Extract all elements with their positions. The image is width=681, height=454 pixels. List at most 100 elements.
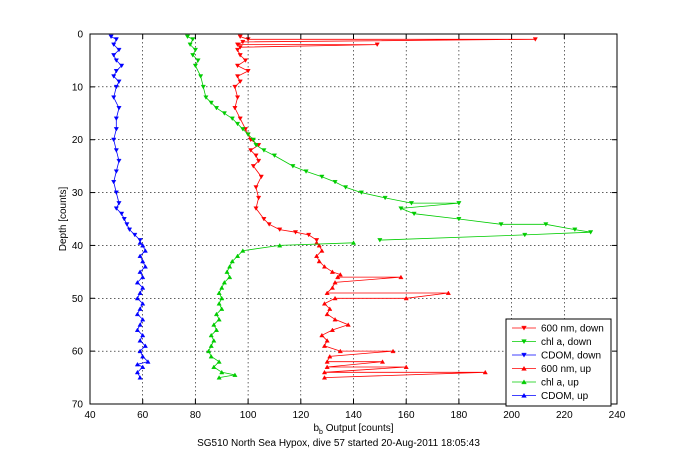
ticks: 40 60 80 100 120 140 160 180 200 220 240 0 10 20 30 40 5… [72,30,626,422]
data-point [332,317,338,322]
data-point [190,37,196,42]
data-point [456,217,462,222]
data-point [237,53,243,58]
data-point [350,240,357,245]
data-point [184,34,191,40]
data-point [140,354,146,359]
data-point [190,53,196,58]
legend-marker [521,352,527,358]
data-point [219,285,225,290]
chart-caption: SG510 North Sea Hypox, dive 57 started 2… [197,438,480,449]
data-point [203,95,209,100]
data-point [321,301,328,306]
data-point [321,343,328,348]
data-point [398,274,404,280]
data-point [134,311,140,317]
data-point [277,243,283,248]
data-point [261,148,267,153]
data-point [140,364,146,369]
data-point [216,290,222,295]
data-point [113,127,119,132]
data-point [140,274,146,280]
data-point [242,58,249,63]
data-point [140,301,146,306]
x-tick-label: 80 [190,410,202,421]
series-line [208,242,354,378]
data-point [192,63,198,69]
data-point [345,322,351,327]
data-point [321,375,328,380]
data-point [327,306,333,311]
legend-label: CDOM, down [541,351,601,362]
data-point [248,148,254,153]
data-point [113,58,119,63]
data-point [137,375,143,380]
data-point [374,42,380,47]
legend-marker [521,365,527,371]
data-point [137,238,143,243]
data-point [137,240,143,245]
data-point [213,327,220,332]
legend-box [505,318,612,407]
y-tick-label: 10 [72,82,84,93]
data-point [237,116,243,121]
data-point [229,116,235,121]
data-point [213,106,220,111]
data-point [332,180,338,185]
legend-label: CDOM, up [541,391,589,402]
data-point [116,158,122,164]
data-point [237,45,243,50]
legend-label: 600 nm, down [541,324,604,335]
data-point [379,359,386,364]
data-point [316,243,322,248]
data-point [116,79,122,84]
data-point [522,232,528,238]
data-point [253,153,259,158]
y-tick-label: 70 [72,400,84,411]
legend-label: chl a, down [541,337,592,348]
data-point [253,206,259,211]
data-point [198,74,204,79]
data-point [292,230,299,235]
data-point [116,201,122,206]
data-point [232,372,238,377]
data-point [206,348,212,354]
x-tick-label: 60 [137,410,149,421]
legend-item: chl a, down [512,337,592,348]
data-point [232,106,238,111]
y-tick-label: 60 [72,347,84,358]
y-tick-label: 30 [72,188,84,199]
data-point [227,274,233,280]
data-point [390,348,396,354]
data-point [195,58,201,63]
series-0 [232,34,538,243]
data-point [211,364,217,369]
data-point [134,361,140,367]
data-point [240,39,246,45]
data-point [142,248,148,253]
data-point [137,306,143,311]
x-tick-label: 200 [503,410,520,421]
data-point [192,47,198,53]
data-point [335,274,341,280]
data-point [343,185,349,190]
legend-item: chl a, up [512,378,579,389]
data-point [208,354,214,359]
data-point [113,116,119,121]
data-point [532,37,538,42]
data-point [324,290,330,295]
data-point [337,272,343,277]
data-point [119,63,125,69]
data-point [332,295,338,301]
data-point [329,285,335,290]
data-point [240,127,246,132]
data-point [124,222,130,227]
data-point [245,69,251,74]
series-1 [184,34,594,243]
data-point [277,227,283,232]
data-point [329,269,335,274]
data-point [208,343,214,348]
data-point [258,174,264,180]
x-tick-label: 180 [451,410,468,421]
data-point [456,201,462,206]
